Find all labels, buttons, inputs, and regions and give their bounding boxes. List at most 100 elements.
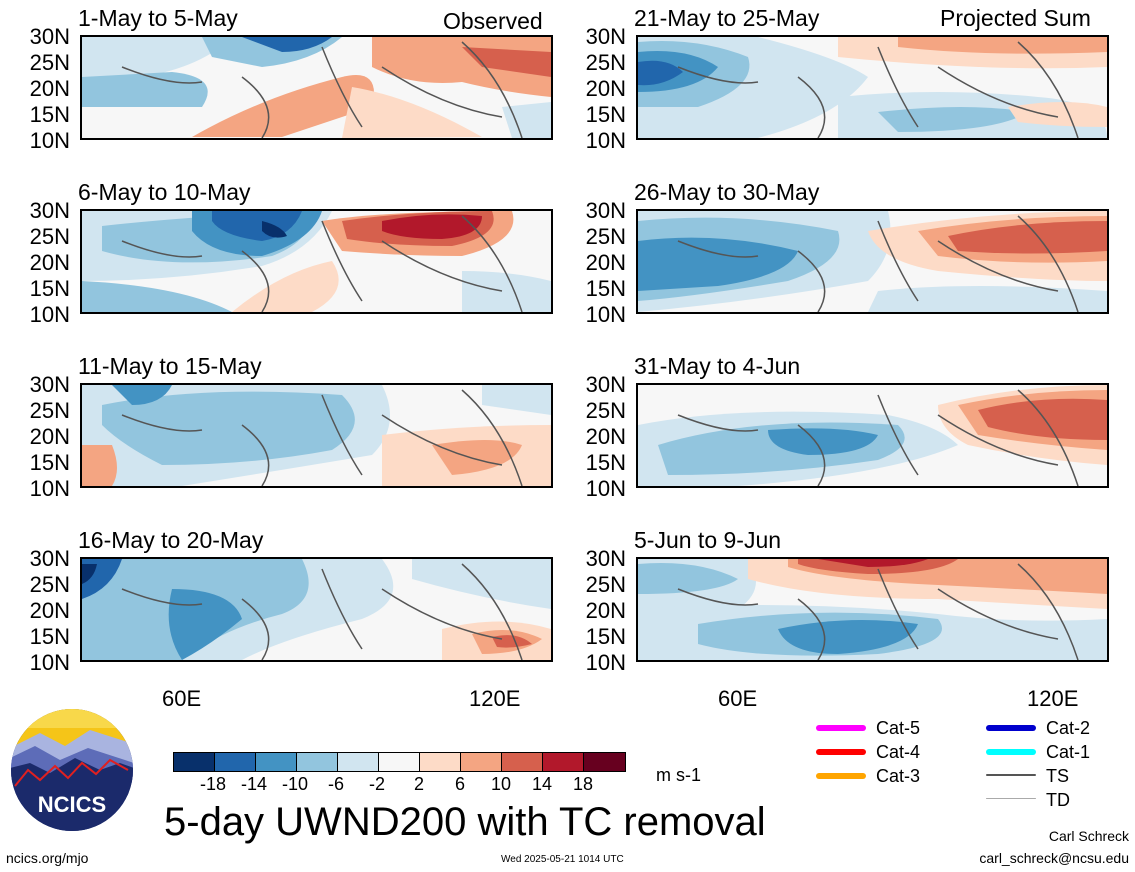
lat-label: 25N <box>585 224 626 249</box>
panel-title-4: 16-May to 20-May <box>78 527 264 553</box>
logo-text: NCICS <box>38 792 106 817</box>
lat-label: 30N <box>585 546 626 571</box>
colorbar-label: -18 <box>200 774 227 794</box>
lat-label: 15N <box>29 624 70 649</box>
legend-label-td: TD <box>1046 790 1070 810</box>
lat-label: 15N <box>585 276 626 301</box>
legend-swatch-cat5 <box>816 725 866 731</box>
legend-swatch-ts <box>986 774 1036 776</box>
lat-axis-5: 30N 25N 20N 15N 10N <box>566 26 626 156</box>
legend-label-cat5: Cat-5 <box>876 718 921 738</box>
colorbar-swatch <box>379 753 420 771</box>
panel-title-3: 11-May to 15-May <box>78 353 262 379</box>
map-panel-2 <box>80 209 553 314</box>
map-panel-7 <box>636 383 1109 488</box>
colorbar-label: 6 <box>455 774 466 794</box>
lat-label: 20N <box>585 598 626 623</box>
lat-label: 10N <box>585 128 626 153</box>
lat-label: 20N <box>585 250 626 275</box>
lat-label: 20N <box>585 76 626 101</box>
lat-label: 15N <box>29 102 70 127</box>
lat-label: 30N <box>29 198 70 223</box>
map-panel-3 <box>80 383 553 488</box>
lat-label: 20N <box>29 424 70 449</box>
map-panel-6 <box>636 209 1109 314</box>
lat-label: 25N <box>29 224 70 249</box>
legend-swatch-cat1 <box>986 749 1036 755</box>
lat-label: 20N <box>29 598 70 623</box>
lat-label: 15N <box>585 624 626 649</box>
colorbar-label: 2 <box>414 774 425 794</box>
colorbar-swatch <box>256 753 297 771</box>
legend-label-cat2: Cat-2 <box>1046 718 1091 738</box>
panel-title-8: 5-Jun to 9-Jun <box>634 527 782 553</box>
lat-label: 10N <box>29 302 70 327</box>
footer-url: ncics.org/mjo <box>6 850 89 866</box>
panel-title-1: 1-May to 5-May <box>78 5 238 31</box>
legend-label-cat4: Cat-4 <box>876 742 921 762</box>
colorbar-label: 10 <box>491 774 512 794</box>
lat-label: 25N <box>585 572 626 597</box>
colorbar-label: 18 <box>573 774 594 794</box>
lat-label: 15N <box>29 450 70 475</box>
projected-sum-label: Projected Sum <box>940 5 1091 31</box>
colorbar-label: -2 <box>369 774 386 794</box>
lat-label: 25N <box>29 572 70 597</box>
map-panel-5 <box>636 35 1109 140</box>
panel-title-2: 6-May to 10-May <box>78 179 251 205</box>
lat-label: 30N <box>585 372 626 397</box>
lat-axis-8: 30N 25N 20N 15N 10N <box>566 548 626 678</box>
legend-label-cat3: Cat-3 <box>876 766 921 786</box>
legend-swatch-cat3 <box>816 773 866 779</box>
map-panel-1 <box>80 35 553 140</box>
lon-label-right-120e: 120E <box>1027 686 1079 711</box>
lat-label: 25N <box>585 50 626 75</box>
lat-label: 15N <box>585 102 626 127</box>
lat-label: 10N <box>585 650 626 675</box>
ncics-logo: NCICS <box>10 708 134 832</box>
lat-label: 15N <box>29 276 70 301</box>
colorbar-swatch <box>297 753 338 771</box>
lat-axis-4: 30N 25N 20N 15N 10N <box>10 548 70 678</box>
colorbar-swatch <box>215 753 256 771</box>
lat-label: 10N <box>585 302 626 327</box>
lat-label: 30N <box>29 372 70 397</box>
lat-label: 30N <box>585 198 626 223</box>
colorbar-label: -14 <box>241 774 268 794</box>
lat-label: 15N <box>585 450 626 475</box>
main-title: 5-day UWND200 with TC removal <box>164 800 766 844</box>
lat-axis-7: 30N 25N 20N 15N 10N <box>566 374 626 504</box>
lon-label-right-60e: 60E <box>718 686 758 711</box>
lat-axis-1: 30N 25N 20N 15N 10N <box>10 26 70 156</box>
panel-title-7: 31-May to 4-Jun <box>634 353 801 379</box>
lon-label-left-60e: 60E <box>162 686 202 711</box>
lat-label: 10N <box>29 476 70 501</box>
lat-axis-2: 30N 25N 20N 15N 10N <box>10 200 70 330</box>
colorbar-swatch <box>461 753 502 771</box>
panel-title-6: 26-May to 30-May <box>634 179 820 205</box>
lat-label: 20N <box>29 76 70 101</box>
legend-swatch-cat2 <box>986 725 1036 731</box>
lat-label: 10N <box>29 650 70 675</box>
map-panel-8 <box>636 557 1109 662</box>
colorbar-swatch <box>420 753 461 771</box>
footer-timestamp: Wed 2025-05-21 1014 UTC <box>501 854 624 865</box>
lat-label: 10N <box>29 128 70 153</box>
colorbar-units: m s-1 <box>656 765 701 785</box>
colorbar <box>173 752 626 772</box>
legend-label-ts: TS <box>1046 766 1070 786</box>
legend-swatch-td <box>986 798 1036 799</box>
lon-label-left-120e: 120E <box>469 686 521 711</box>
colorbar-swatch <box>584 753 625 771</box>
colorbar-label: -6 <box>328 774 345 794</box>
colorbar-swatch <box>338 753 379 771</box>
footer-email: carl_schreck@ncsu.edu <box>979 850 1129 866</box>
panel-title-5: 21-May to 25-May <box>634 5 820 31</box>
colorbar-swatch <box>502 753 543 771</box>
lat-label: 25N <box>29 50 70 75</box>
lat-label: 30N <box>29 24 70 49</box>
footer-author: Carl Schreck <box>1048 828 1129 844</box>
lat-label: 25N <box>585 398 626 423</box>
map-panel-4 <box>80 557 553 662</box>
lat-label: 20N <box>585 424 626 449</box>
